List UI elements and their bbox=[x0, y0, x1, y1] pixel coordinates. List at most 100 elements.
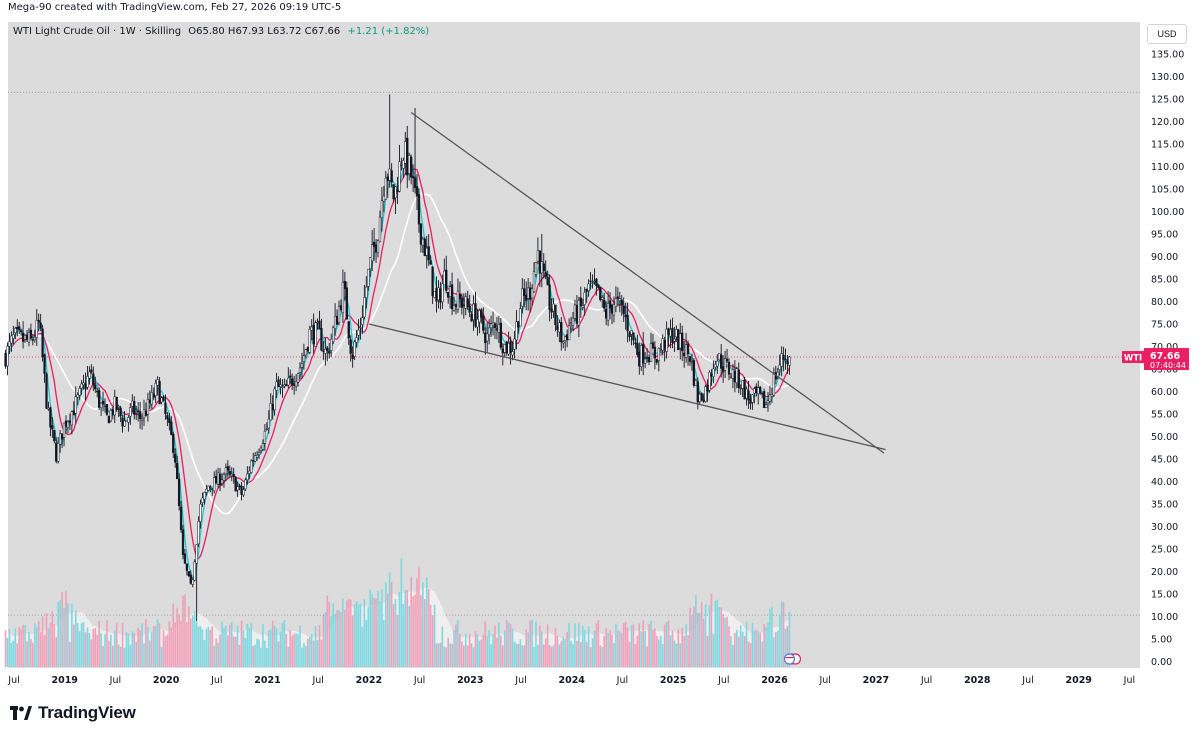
candle-body[interactable] bbox=[12, 334, 15, 339]
candle-body[interactable] bbox=[320, 328, 323, 351]
candle-body[interactable] bbox=[626, 314, 629, 332]
candle-body[interactable] bbox=[314, 322, 317, 347]
candle-body[interactable] bbox=[589, 280, 592, 282]
candle-body[interactable] bbox=[415, 186, 419, 197]
candle-body[interactable] bbox=[152, 393, 155, 398]
candle-body[interactable] bbox=[191, 579, 194, 585]
candle-body[interactable] bbox=[197, 521, 200, 544]
candle-body[interactable] bbox=[429, 260, 432, 265]
candle-body[interactable] bbox=[355, 337, 358, 343]
candle-body[interactable] bbox=[25, 335, 29, 340]
candle-body[interactable] bbox=[486, 333, 489, 342]
candle-body[interactable] bbox=[704, 386, 707, 402]
price-scale[interactable] bbox=[1140, 22, 1190, 668]
candle-body[interactable] bbox=[308, 328, 311, 353]
candle-body[interactable] bbox=[766, 400, 770, 404]
candle-body[interactable] bbox=[731, 369, 735, 379]
candle-body[interactable] bbox=[722, 366, 725, 372]
candle-body[interactable] bbox=[172, 433, 175, 453]
candle-body[interactable] bbox=[651, 342, 655, 349]
candle-body[interactable] bbox=[417, 193, 421, 225]
candle-body[interactable] bbox=[406, 137, 409, 176]
candle-body[interactable] bbox=[215, 475, 218, 484]
candle-body[interactable] bbox=[236, 486, 239, 491]
candle-body[interactable] bbox=[18, 326, 21, 330]
candle-body[interactable] bbox=[749, 398, 752, 404]
candle-body[interactable] bbox=[714, 364, 717, 368]
candle-body[interactable] bbox=[21, 332, 25, 342]
candle-body[interactable] bbox=[772, 374, 776, 396]
candle-body[interactable] bbox=[661, 338, 664, 351]
candle-body[interactable] bbox=[528, 287, 532, 300]
price-tag[interactable] bbox=[1144, 348, 1189, 371]
candle-body[interactable] bbox=[174, 453, 177, 463]
candle-body[interactable] bbox=[521, 288, 524, 307]
candle-body[interactable] bbox=[193, 561, 196, 581]
candle-body[interactable] bbox=[770, 394, 774, 397]
candle-body[interactable] bbox=[23, 335, 27, 340]
candle-body[interactable] bbox=[300, 363, 304, 368]
candle-body[interactable] bbox=[762, 391, 766, 408]
candle-body[interactable] bbox=[349, 339, 352, 354]
us-flag-icon[interactable] bbox=[783, 653, 796, 665]
candle-body[interactable] bbox=[698, 393, 701, 402]
candle-body[interactable] bbox=[757, 387, 760, 395]
candle-body[interactable] bbox=[439, 288, 442, 303]
candle-body[interactable] bbox=[480, 309, 483, 318]
candle-body[interactable] bbox=[737, 369, 740, 388]
candle-body[interactable] bbox=[527, 287, 530, 299]
candle-body[interactable] bbox=[542, 263, 545, 272]
candle-body[interactable] bbox=[499, 322, 503, 348]
candle-body[interactable] bbox=[708, 372, 711, 391]
candle-body[interactable] bbox=[587, 283, 590, 292]
candle-body[interactable] bbox=[68, 420, 72, 424]
trendline-upper[interactable] bbox=[410, 111, 885, 454]
candle-body[interactable] bbox=[99, 402, 103, 409]
candle-body[interactable] bbox=[784, 359, 787, 361]
candle-body[interactable] bbox=[156, 379, 159, 386]
candle-body[interactable] bbox=[449, 286, 452, 297]
candle-body[interactable] bbox=[92, 373, 95, 386]
candle-body[interactable] bbox=[780, 353, 783, 367]
candle-body[interactable] bbox=[37, 319, 40, 323]
candle-body[interactable] bbox=[628, 332, 631, 338]
candle-body[interactable] bbox=[351, 354, 354, 359]
candle-body[interactable] bbox=[254, 455, 257, 462]
candle-body[interactable] bbox=[620, 299, 623, 306]
candle-body[interactable] bbox=[94, 384, 97, 390]
candle-body[interactable] bbox=[606, 303, 610, 321]
candle-body[interactable] bbox=[211, 488, 214, 490]
candle-body[interactable] bbox=[402, 160, 405, 169]
candle-body[interactable] bbox=[183, 553, 187, 564]
candle-body[interactable] bbox=[489, 323, 493, 329]
candle-body[interactable] bbox=[312, 324, 315, 345]
candle-body[interactable] bbox=[230, 473, 233, 477]
candle-body[interactable] bbox=[66, 421, 70, 428]
candle-body[interactable] bbox=[700, 393, 703, 401]
candle-body[interactable] bbox=[304, 349, 308, 356]
candle-body[interactable] bbox=[374, 244, 378, 253]
candle-body[interactable] bbox=[43, 354, 46, 374]
candle-body[interactable] bbox=[47, 407, 50, 410]
candle-body[interactable] bbox=[382, 195, 386, 202]
candle-body[interactable] bbox=[511, 351, 514, 356]
candle-body[interactable] bbox=[232, 474, 235, 478]
candle-body[interactable] bbox=[546, 277, 549, 286]
candle-body[interactable] bbox=[688, 356, 692, 362]
candle-body[interactable] bbox=[788, 356, 791, 366]
candle-body[interactable] bbox=[745, 388, 748, 399]
candle-body[interactable] bbox=[369, 257, 372, 270]
candle-body[interactable] bbox=[534, 262, 538, 275]
candle-body[interactable] bbox=[129, 407, 132, 417]
candle-body[interactable] bbox=[513, 338, 516, 350]
candle-body[interactable] bbox=[696, 381, 699, 403]
candle-body[interactable] bbox=[127, 417, 130, 423]
candle-body[interactable] bbox=[723, 358, 727, 371]
candle-body[interactable] bbox=[55, 442, 58, 462]
candle-body[interactable] bbox=[579, 297, 582, 307]
candle-body[interactable] bbox=[725, 358, 729, 362]
candle-body[interactable] bbox=[645, 357, 649, 359]
candle-body[interactable] bbox=[343, 281, 347, 290]
candle-body[interactable] bbox=[335, 316, 339, 325]
candle-body[interactable] bbox=[361, 317, 364, 325]
